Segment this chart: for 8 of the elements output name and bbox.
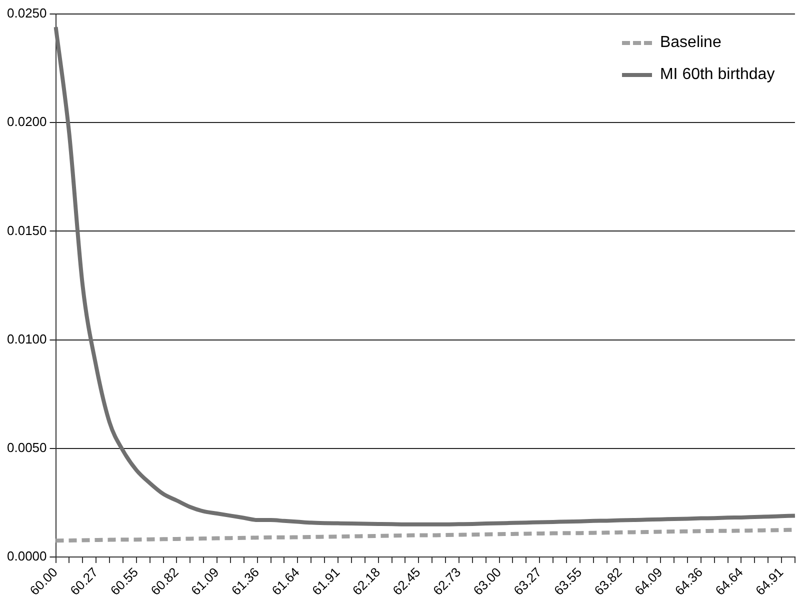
y-tick-label: 0.0000 xyxy=(6,548,47,564)
y-tick-label: 0.0250 xyxy=(6,6,47,21)
y-tick-label: 0.0150 xyxy=(6,222,47,238)
y-tick-label: 0.0050 xyxy=(6,440,47,455)
y-tick-label: 0.0100 xyxy=(6,331,47,346)
legend-label: MI 60th birthday xyxy=(660,66,775,84)
legend-label: Baseline xyxy=(660,34,722,52)
y-tick-label: 0.0200 xyxy=(6,114,47,130)
